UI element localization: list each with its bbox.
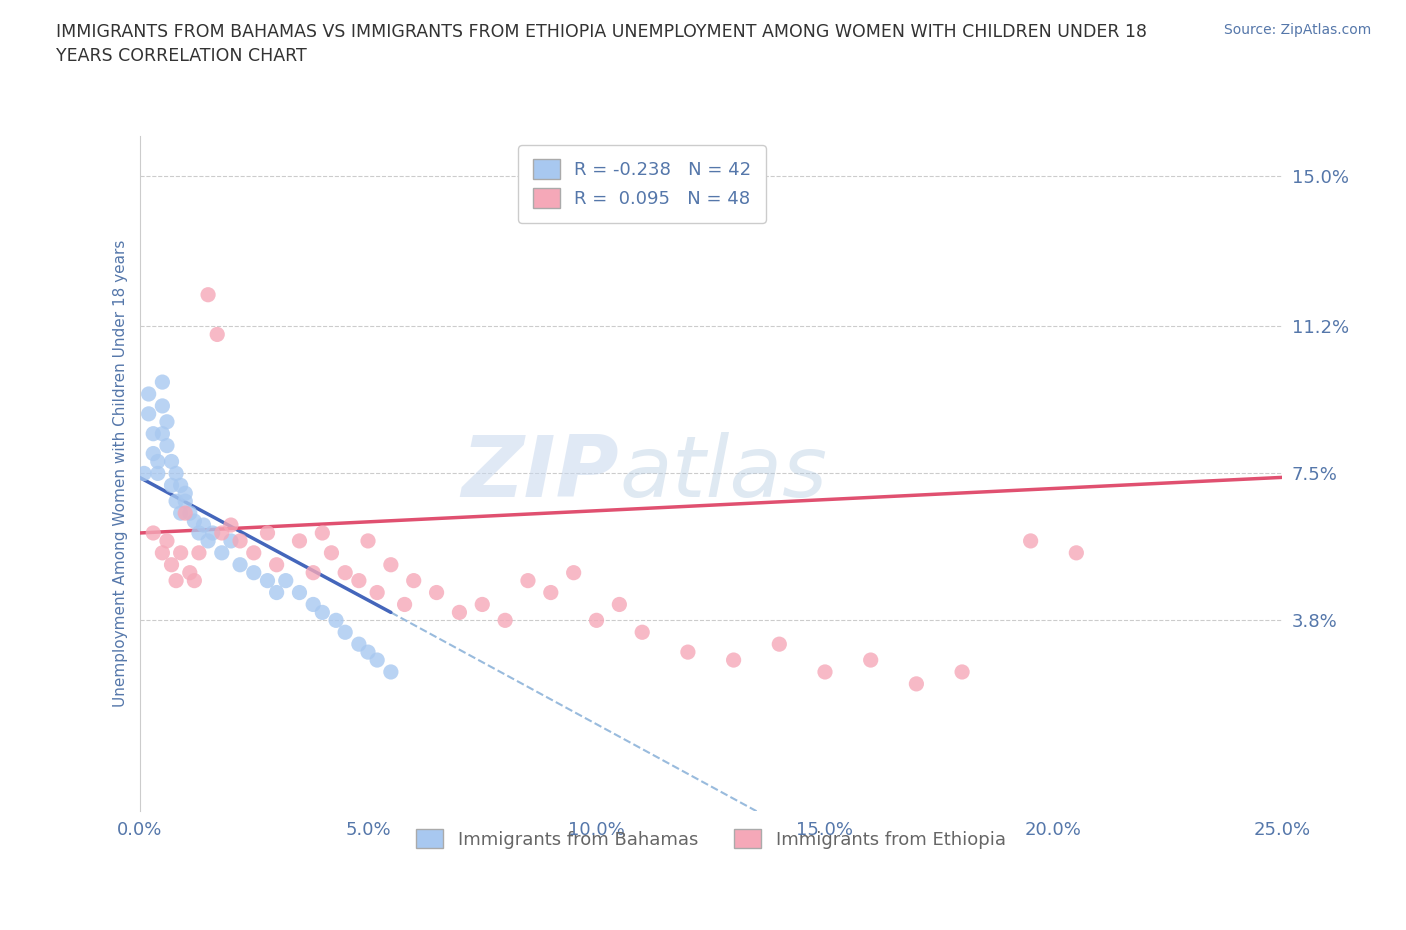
Point xyxy=(562,565,585,580)
Point xyxy=(256,573,278,588)
Point xyxy=(288,534,311,549)
Point xyxy=(333,565,356,580)
Point xyxy=(197,287,219,302)
Point xyxy=(859,653,882,668)
Point xyxy=(347,637,370,652)
Point xyxy=(380,665,402,680)
Point xyxy=(540,585,562,600)
Point xyxy=(449,604,471,619)
Point xyxy=(156,438,179,453)
Point xyxy=(160,478,183,493)
Point xyxy=(768,637,790,652)
Text: atlas: atlas xyxy=(620,432,827,515)
Point xyxy=(211,545,233,560)
Point xyxy=(302,565,325,580)
Point xyxy=(138,387,160,402)
Point xyxy=(311,604,333,619)
Point xyxy=(266,557,288,572)
Point xyxy=(426,585,449,600)
Point xyxy=(347,573,370,588)
Point xyxy=(274,573,297,588)
Point xyxy=(723,653,745,668)
Point xyxy=(211,525,233,540)
Point xyxy=(366,653,388,668)
Point xyxy=(183,513,205,528)
Y-axis label: Unemployment Among Women with Children Under 18 years: Unemployment Among Women with Children U… xyxy=(114,240,128,707)
Point xyxy=(366,585,388,600)
Point xyxy=(156,415,179,430)
Point xyxy=(494,613,516,628)
Point xyxy=(242,545,264,560)
Point xyxy=(150,375,173,390)
Point xyxy=(169,478,191,493)
Point xyxy=(150,398,173,413)
Point xyxy=(357,644,380,659)
Point xyxy=(394,597,416,612)
Point xyxy=(187,525,209,540)
Point xyxy=(905,676,928,691)
Point xyxy=(631,625,654,640)
Point xyxy=(950,665,973,680)
Point xyxy=(229,534,252,549)
Point xyxy=(402,573,425,588)
Point xyxy=(174,506,197,521)
Point xyxy=(256,525,278,540)
Legend: Immigrants from Bahamas, Immigrants from Ethiopia: Immigrants from Bahamas, Immigrants from… xyxy=(409,821,1012,856)
Point xyxy=(179,565,201,580)
Point xyxy=(219,534,242,549)
Point xyxy=(187,545,209,560)
Point xyxy=(142,446,165,461)
Point xyxy=(676,644,699,659)
Point xyxy=(229,557,252,572)
Point xyxy=(321,545,343,560)
Point xyxy=(150,545,173,560)
Point xyxy=(132,466,155,481)
Point xyxy=(311,525,333,540)
Point xyxy=(380,557,402,572)
Point xyxy=(165,494,187,509)
Point xyxy=(1019,534,1042,549)
Point xyxy=(357,534,380,549)
Text: Source: ZipAtlas.com: Source: ZipAtlas.com xyxy=(1223,23,1371,37)
Point xyxy=(201,525,224,540)
Point xyxy=(325,613,347,628)
Point xyxy=(165,466,187,481)
Point xyxy=(288,585,311,600)
Point xyxy=(302,597,325,612)
Point xyxy=(205,327,228,342)
Point xyxy=(142,525,165,540)
Point xyxy=(333,625,356,640)
Point xyxy=(146,454,169,469)
Text: ZIP: ZIP xyxy=(461,432,620,515)
Point xyxy=(160,557,183,572)
Point xyxy=(183,573,205,588)
Point xyxy=(193,518,215,533)
Point xyxy=(1066,545,1088,560)
Point xyxy=(609,597,631,612)
Point xyxy=(814,665,837,680)
Point xyxy=(242,565,264,580)
Point xyxy=(471,597,494,612)
Point xyxy=(169,506,191,521)
Point xyxy=(179,506,201,521)
Point xyxy=(197,534,219,549)
Point xyxy=(174,494,197,509)
Point xyxy=(517,573,540,588)
Point xyxy=(150,426,173,441)
Point xyxy=(169,545,191,560)
Point xyxy=(174,485,197,500)
Point xyxy=(138,406,160,421)
Point xyxy=(146,466,169,481)
Point xyxy=(142,426,165,441)
Point xyxy=(585,613,607,628)
Text: IMMIGRANTS FROM BAHAMAS VS IMMIGRANTS FROM ETHIOPIA UNEMPLOYMENT AMONG WOMEN WIT: IMMIGRANTS FROM BAHAMAS VS IMMIGRANTS FR… xyxy=(56,23,1147,65)
Point xyxy=(219,518,242,533)
Point xyxy=(165,573,187,588)
Point xyxy=(266,585,288,600)
Point xyxy=(156,534,179,549)
Point xyxy=(160,454,183,469)
